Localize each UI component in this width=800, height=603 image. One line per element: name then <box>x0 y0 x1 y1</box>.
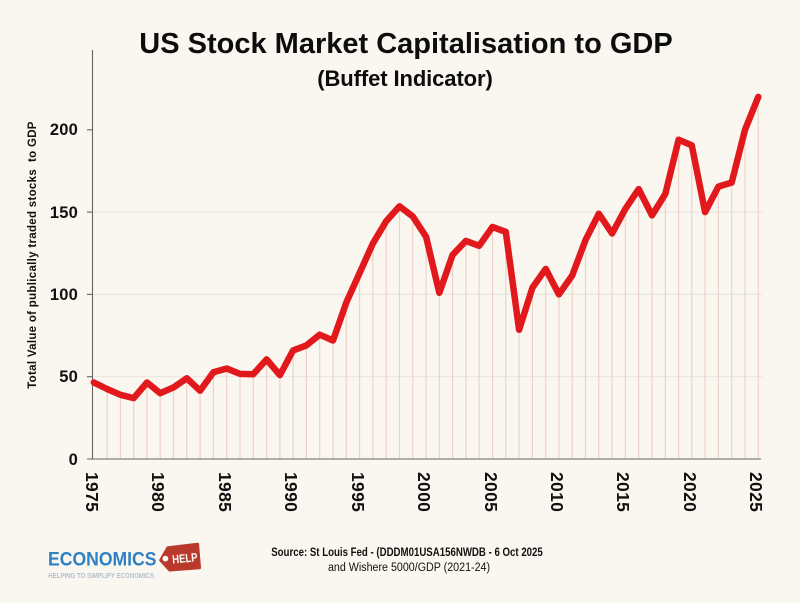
svg-text:HELP: HELP <box>172 550 199 566</box>
svg-text:HELPING TO SIMPLIFY ECONOMICS: HELPING TO SIMPLIFY ECONOMICS <box>48 573 154 580</box>
svg-text:ECONOMICS: ECONOMICS <box>48 548 157 570</box>
